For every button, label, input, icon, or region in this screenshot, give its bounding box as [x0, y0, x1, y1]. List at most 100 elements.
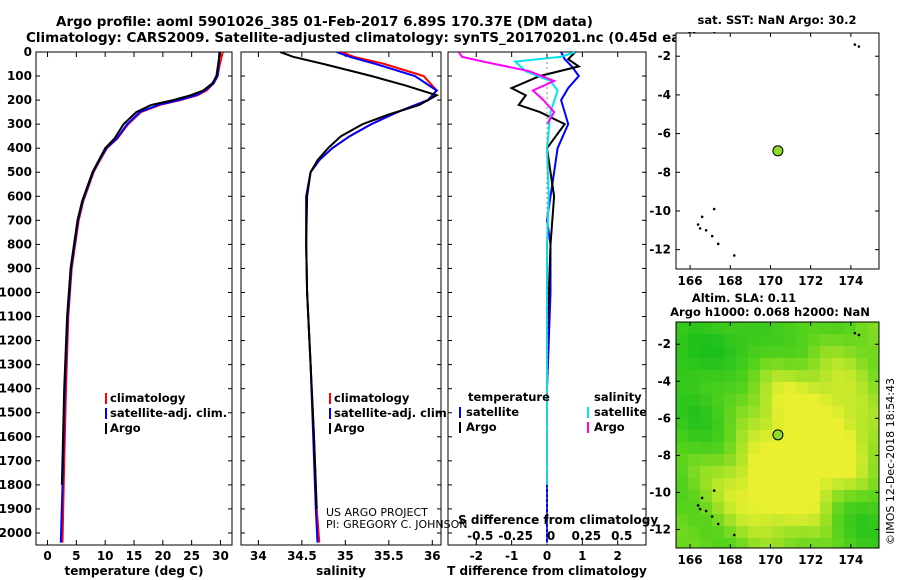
- top-x-tick-label: 0: [547, 529, 555, 543]
- heatmap-cell: [772, 502, 785, 515]
- x-tick-label: 30: [212, 549, 229, 563]
- heatmap-cell: [868, 526, 879, 539]
- heatmap-cell: [796, 394, 809, 407]
- y-tick-label: 1100: [0, 310, 32, 324]
- x-tick-label: 172: [798, 274, 823, 288]
- y-tick-label: -6: [658, 411, 671, 425]
- island-dot: [716, 522, 720, 526]
- y-tick-label: 1500: [0, 406, 32, 420]
- x-tick-label: 35.5: [374, 549, 404, 563]
- y-tick-label: -4: [658, 88, 671, 102]
- heatmap-cell: [832, 442, 845, 455]
- heatmap-cell: [784, 322, 797, 335]
- top-x-tick-label: 0.5: [611, 529, 632, 543]
- heatmap-cell: [712, 466, 725, 479]
- heatmap-cell: [748, 370, 761, 383]
- heatmap-cell: [784, 466, 797, 479]
- heatmap-cell: [700, 346, 713, 359]
- heatmap-cell: [676, 490, 689, 503]
- heatmap-cell: [700, 454, 713, 467]
- heatmap-cell: [748, 334, 761, 347]
- heatmap-cell: [724, 322, 737, 335]
- heatmap-cell: [760, 514, 773, 527]
- heatmap-cell: [796, 346, 809, 359]
- y-tick-label: 1400: [0, 382, 32, 396]
- heatmap-cell: [808, 370, 821, 383]
- heatmap-cell: [700, 430, 713, 443]
- heatmap-cell: [688, 514, 701, 527]
- heatmap-cell: [820, 370, 833, 383]
- heatmap-cell: [676, 394, 689, 407]
- series-salinity-Argo: [457, 52, 557, 125]
- heatmap-cell: [676, 466, 689, 479]
- heatmap-cell: [724, 358, 737, 371]
- y-tick-label: 800: [7, 237, 32, 251]
- heatmap-cell: [688, 382, 701, 395]
- heatmap-cell: [772, 334, 785, 347]
- heatmap-cell: [736, 418, 749, 431]
- heatmap-cell: [820, 334, 833, 347]
- heatmap-cell: [868, 454, 879, 467]
- heatmap-cell: [700, 334, 713, 347]
- heatmap-cell: [844, 430, 857, 443]
- heatmap-cell: [748, 442, 761, 455]
- heatmap-cell: [832, 394, 845, 407]
- heatmap-cell: [784, 514, 797, 527]
- heatmap-cell: [712, 526, 725, 539]
- heatmap-cell: [844, 370, 857, 383]
- heatmap-cell: [844, 466, 857, 479]
- y-tick-label: 600: [7, 189, 32, 203]
- sla-map-panel: 166 168 170 172 174 -2 -4 -6 -8 -10 -12 Altim. SLA:…: [649, 291, 880, 567]
- heatmap-cell: [724, 490, 737, 503]
- y-tick-label: 100: [7, 69, 32, 83]
- heatmap-cell: [844, 442, 857, 455]
- heatmap-cell: [760, 322, 773, 335]
- heatmap-cell: [712, 334, 725, 347]
- heatmap-cell: [784, 454, 797, 467]
- heatmap-cell: [724, 382, 737, 395]
- heatmap-cell: [688, 490, 701, 503]
- legend-label: Argo: [466, 420, 497, 434]
- heatmap-cell: [856, 454, 869, 467]
- heatmap-cell: [700, 514, 713, 527]
- heatmap-cell: [688, 358, 701, 371]
- heatmap-cell: [748, 514, 761, 527]
- heatmap-cell: [796, 502, 809, 515]
- heatmap-cell: [688, 418, 701, 431]
- heatmap-cell: [700, 502, 713, 515]
- heatmap-cell: [784, 346, 797, 359]
- heatmap-cell: [760, 334, 773, 347]
- heatmap-cell: [676, 538, 689, 548]
- y-tick-label: -10: [649, 204, 671, 218]
- heatmap-cell: [736, 406, 749, 419]
- heatmap-cell: [700, 538, 713, 548]
- heatmap-cell: [844, 502, 857, 515]
- heatmap-cell: [808, 418, 821, 431]
- island-dot: [853, 331, 857, 335]
- heatmap-cell: [712, 538, 725, 548]
- heatmap-cell: [832, 490, 845, 503]
- heatmap-cell: [784, 430, 797, 443]
- heatmap-cell: [820, 418, 833, 431]
- y-tick-label: 700: [7, 213, 32, 227]
- heatmap-cell: [832, 526, 845, 539]
- heatmap-cell: [796, 514, 809, 527]
- heatmap-cell: [736, 346, 749, 359]
- heatmap-cell: [736, 334, 749, 347]
- x-axis-label: salinity: [316, 564, 366, 578]
- heatmap-cell: [712, 430, 725, 443]
- x-tick-label: 10: [97, 549, 114, 563]
- heatmap-cell: [688, 478, 701, 491]
- heatmap-cell: [736, 514, 749, 527]
- x-tick-label: -2: [470, 549, 483, 563]
- heatmap-cell: [712, 370, 725, 383]
- heatmap-cell: [784, 334, 797, 347]
- heatmap-cell: [736, 322, 749, 335]
- heatmap-cell: [700, 442, 713, 455]
- heatmap-cell: [868, 442, 879, 455]
- heatmap-cell: [868, 334, 879, 347]
- x-tick-label: 174: [838, 274, 863, 288]
- heatmap-cell: [820, 346, 833, 359]
- heatmap-cell: [844, 358, 857, 371]
- heatmap-cell: [772, 490, 785, 503]
